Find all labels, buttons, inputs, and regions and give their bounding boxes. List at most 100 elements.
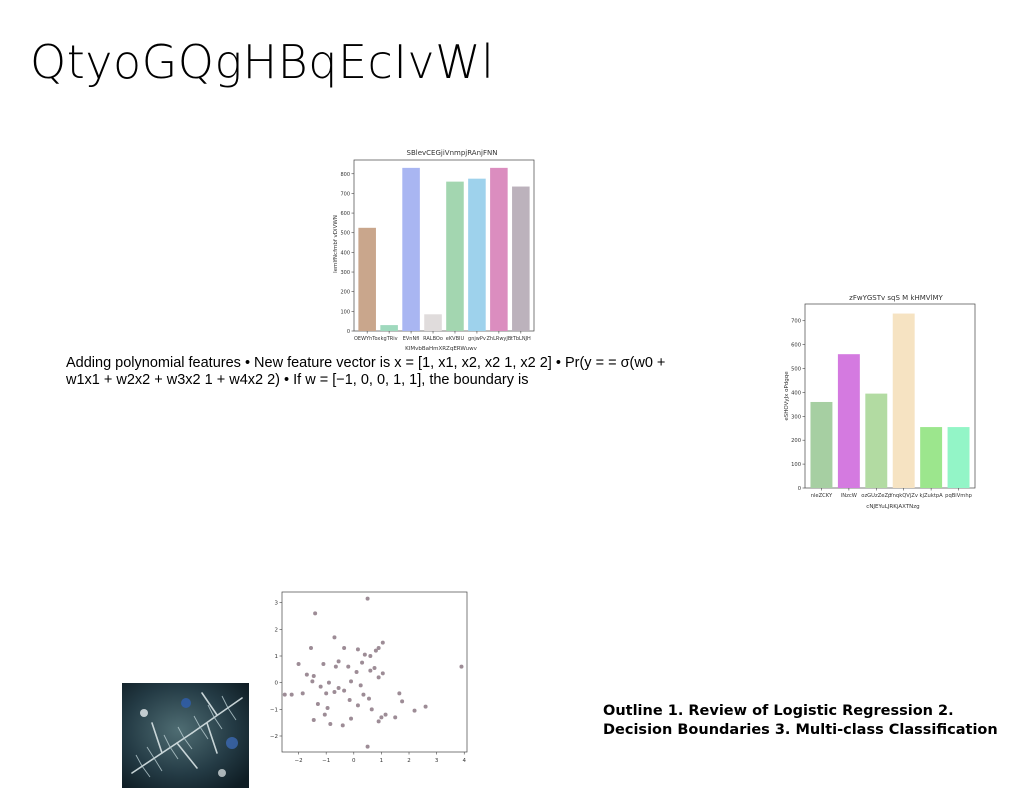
y-tick-label: 0 (798, 486, 801, 492)
scatter-point (308, 646, 313, 650)
scatter-point (349, 716, 354, 721)
bar (358, 227, 376, 331)
scatter-point (368, 668, 373, 673)
scatter-point (380, 671, 385, 676)
scatter-point (326, 680, 331, 685)
scatter-point (342, 688, 347, 693)
x-category-label: EVnNfI (403, 336, 420, 342)
scatter-point (304, 672, 309, 677)
x-tick-label: 4 (462, 758, 466, 764)
bar (490, 167, 508, 331)
scatter-point (324, 691, 329, 696)
x-tick-label: 2 (407, 758, 411, 764)
chart2-xlabel: cNJEYuLJRKjAXTNzg (866, 504, 919, 510)
scatter-point (342, 646, 347, 650)
chart1-title: SBlevCEGjiVnmpjRAnjFNN (407, 149, 498, 157)
body-text: Adding polynomial features • New feature… (66, 355, 666, 388)
scatter-point (282, 692, 287, 697)
x-category-label: kjZuktpA (920, 493, 944, 499)
plot-frame (353, 159, 535, 332)
scatter-point (311, 718, 316, 722)
y-tick-label: −2 (270, 734, 278, 740)
scatter-point (347, 698, 352, 702)
chart1-xlabel: KIMvbBaHmXRZqERWuwv (405, 346, 478, 352)
scatter-point (397, 691, 402, 696)
scatter-point (318, 684, 323, 689)
scatter-point (332, 690, 337, 694)
bar (947, 427, 970, 488)
y-tick-label: 300 (791, 414, 801, 420)
scatter-point (333, 664, 338, 669)
scatter-point (361, 692, 366, 697)
y-tick-label: 1 (275, 654, 279, 660)
x-tick-label: −2 (295, 758, 303, 764)
bar (468, 178, 486, 331)
scatter-point (355, 647, 360, 652)
x-category-label: nleZCKY (811, 493, 833, 499)
bar (865, 393, 888, 488)
x-category-label: YnqkQVjZv (888, 493, 917, 499)
scatter-point (373, 648, 378, 653)
scatter-point (366, 696, 371, 701)
scatter-point (400, 699, 405, 704)
x-category-label: tTbLNJH (511, 336, 531, 342)
scatter-point (315, 702, 320, 706)
scatter-point (360, 660, 365, 665)
y-tick-label: 2 (275, 627, 279, 633)
scatter-point (459, 664, 464, 669)
bar (380, 325, 398, 331)
scatter-point (346, 664, 351, 669)
scatter-point (393, 715, 398, 720)
bar (810, 401, 833, 488)
scatter-point (368, 654, 373, 658)
chart2-ylabel: eSHOVyJx oPdgqe (784, 371, 790, 421)
bar (446, 181, 464, 331)
x-category-label: pqBiVmhp (945, 493, 972, 499)
bar (424, 314, 442, 331)
chart2-title: zFwYGSTv sqS M kHMVlMY (849, 294, 943, 302)
x-category-label: eKVBIU (446, 336, 465, 342)
scatter-point (376, 675, 381, 680)
scatter-point (412, 708, 417, 713)
bar (892, 313, 915, 488)
y-tick-label: 0 (275, 681, 279, 687)
x-category-label: gnjwPv (468, 336, 486, 342)
scatter-point (372, 666, 377, 670)
scatter-point (336, 659, 341, 664)
x-category-label: ZhLRwyJB (486, 336, 511, 342)
x-tick-label: 0 (352, 758, 356, 764)
evergreen-photo (122, 683, 249, 788)
x-category-label: OEWYhTox (354, 336, 380, 342)
y-tick-label: 600 (791, 343, 801, 349)
scatter-point (289, 692, 294, 697)
scatter-point (423, 704, 428, 709)
scatter-point (340, 723, 345, 728)
y-tick-label: −1 (270, 707, 278, 713)
bar-chart-2: zFwYGSTv sqS M kHMVlMY eSHOVyJx oPdgqe c… (784, 294, 976, 510)
x-category-label: lNzcW (841, 493, 857, 499)
scatter-point (296, 662, 301, 666)
bar-chart-1: SBlevCEGjiVnmpjRAnjFNN lemIfNcfmbf vDiVW… (333, 149, 535, 352)
bar (837, 354, 860, 488)
scatter-point (383, 712, 388, 717)
scatter-point (376, 719, 381, 724)
scatter-point (379, 715, 384, 720)
x-tick-label: −1 (322, 758, 330, 764)
y-tick-label: 400 (340, 250, 350, 256)
x-category-label: kgTRiv (381, 336, 398, 342)
y-tick-label: 3 (275, 601, 279, 607)
scatter-point (365, 596, 370, 601)
bar (512, 186, 530, 331)
chart1-ylabel: lemIfNcfmbf vDiVWN (333, 215, 339, 273)
y-tick-label: 700 (791, 319, 801, 325)
y-tick-label: 500 (791, 367, 801, 373)
slide-title: QtyoGQgHBqEcIvWl (30, 35, 495, 89)
y-tick-label: 400 (791, 390, 801, 396)
x-tick-label: 1 (380, 758, 384, 764)
x-tick-label: 3 (435, 758, 439, 764)
scatter-point (354, 670, 359, 674)
scatter-point (332, 635, 337, 640)
scatter-point (328, 722, 333, 726)
y-tick-label: 300 (340, 270, 350, 276)
x-category-label: ozGUzZeZp (861, 493, 892, 499)
